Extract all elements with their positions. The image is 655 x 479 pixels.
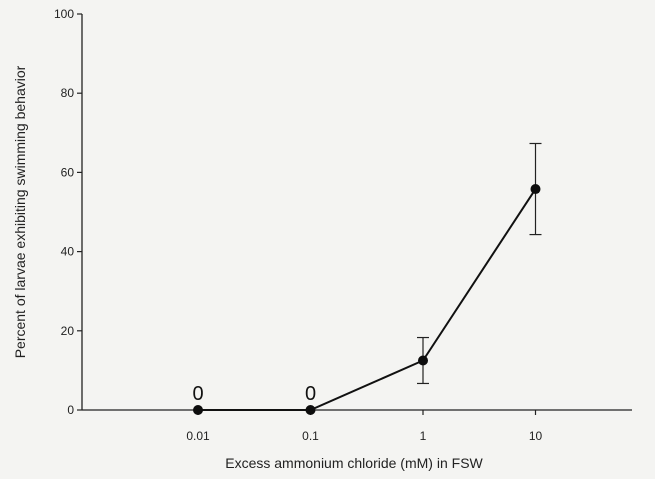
x-tick-label: 0.01 <box>186 429 210 443</box>
y-tick-label: 40 <box>61 245 75 259</box>
data-point <box>193 405 203 415</box>
x-axis-ticks: 0.01 0.1 1 10 <box>186 410 542 443</box>
error-bars <box>417 142 542 385</box>
x-tick-label: 1 <box>420 429 427 443</box>
y-tick-label: 60 <box>61 165 75 179</box>
data-series <box>193 184 541 415</box>
data-point <box>418 355 428 366</box>
y-tick-label: 0 <box>67 403 74 417</box>
zero-annotation: 0 <box>305 383 316 405</box>
x-tick-label: 0.1 <box>302 429 319 443</box>
series-line <box>198 188 537 411</box>
data-point <box>530 184 541 195</box>
y-axis-title: Percent of larvae exhibiting swimming be… <box>12 65 28 358</box>
y-tick-label: 80 <box>61 86 75 100</box>
axes <box>81 14 632 411</box>
x-axis-title: Excess ammonium chloride (mM) in FSW <box>225 455 483 471</box>
x-tick-label: 10 <box>529 429 543 443</box>
zero-annotation: 0 <box>192 383 203 405</box>
y-axis-ticks: 0 20 40 60 80 100 <box>54 7 82 417</box>
y-tick-label: 20 <box>61 324 75 338</box>
y-tick-label: 100 <box>54 7 74 21</box>
data-point <box>305 405 316 415</box>
